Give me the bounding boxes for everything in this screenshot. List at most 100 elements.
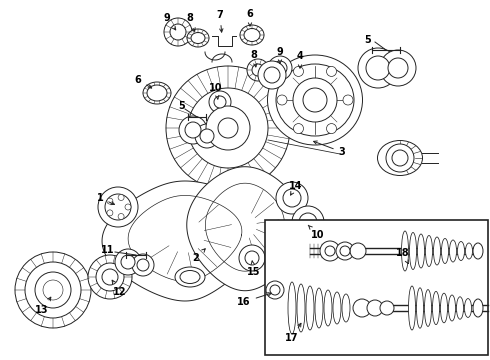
Circle shape: [388, 58, 408, 78]
Circle shape: [245, 251, 259, 265]
Circle shape: [132, 254, 154, 276]
Ellipse shape: [473, 243, 483, 259]
Circle shape: [343, 95, 353, 105]
Text: 6: 6: [135, 75, 152, 88]
Circle shape: [239, 245, 265, 271]
Ellipse shape: [410, 233, 416, 270]
Text: 6: 6: [246, 9, 253, 26]
Circle shape: [105, 194, 131, 220]
Text: 7: 7: [217, 10, 223, 32]
Bar: [265, 220, 488, 355]
Circle shape: [185, 122, 201, 138]
Text: 9: 9: [277, 47, 283, 63]
Circle shape: [268, 56, 292, 80]
Circle shape: [137, 259, 149, 271]
Circle shape: [96, 263, 124, 291]
Ellipse shape: [424, 289, 432, 327]
Circle shape: [299, 213, 317, 231]
Circle shape: [294, 224, 322, 252]
Text: 12: 12: [112, 280, 127, 297]
Circle shape: [188, 88, 268, 168]
Circle shape: [326, 123, 337, 134]
Circle shape: [380, 301, 394, 315]
Circle shape: [326, 67, 337, 76]
Ellipse shape: [401, 231, 409, 271]
Text: 9: 9: [164, 13, 176, 30]
Ellipse shape: [297, 284, 305, 332]
Circle shape: [88, 255, 132, 299]
Circle shape: [209, 91, 231, 113]
Ellipse shape: [417, 234, 424, 268]
Circle shape: [277, 95, 287, 105]
Ellipse shape: [288, 282, 296, 334]
Circle shape: [164, 18, 192, 46]
Text: 17: 17: [285, 323, 301, 343]
Ellipse shape: [333, 292, 341, 324]
Text: 2: 2: [193, 249, 205, 263]
Ellipse shape: [425, 235, 433, 266]
Circle shape: [206, 106, 250, 150]
Text: 18: 18: [396, 248, 410, 264]
Text: 8: 8: [187, 13, 195, 31]
Text: 1: 1: [97, 193, 115, 204]
Ellipse shape: [143, 82, 171, 104]
Circle shape: [392, 150, 408, 166]
Circle shape: [320, 241, 340, 261]
Text: 8: 8: [250, 50, 257, 67]
Circle shape: [367, 300, 383, 316]
Circle shape: [386, 144, 414, 172]
Ellipse shape: [315, 288, 323, 328]
Circle shape: [115, 249, 141, 275]
Ellipse shape: [409, 286, 416, 330]
Circle shape: [300, 230, 316, 246]
Ellipse shape: [434, 237, 441, 265]
Circle shape: [166, 66, 290, 190]
Text: 10: 10: [209, 83, 223, 99]
Text: 3: 3: [314, 141, 345, 157]
Circle shape: [340, 246, 350, 256]
Circle shape: [200, 129, 214, 143]
Circle shape: [325, 246, 335, 256]
Ellipse shape: [276, 64, 354, 136]
Circle shape: [283, 189, 301, 207]
Text: 4: 4: [296, 51, 303, 68]
Ellipse shape: [187, 29, 209, 47]
Ellipse shape: [244, 28, 260, 41]
Circle shape: [266, 281, 284, 299]
Circle shape: [258, 61, 286, 89]
Circle shape: [353, 299, 371, 317]
Circle shape: [252, 64, 264, 76]
Polygon shape: [187, 167, 303, 291]
Ellipse shape: [466, 243, 472, 259]
Ellipse shape: [342, 294, 350, 322]
Ellipse shape: [416, 288, 423, 328]
Text: 13: 13: [35, 297, 51, 315]
Circle shape: [294, 67, 303, 76]
Ellipse shape: [449, 240, 457, 262]
Circle shape: [170, 24, 186, 40]
Text: 15: 15: [247, 261, 261, 277]
Ellipse shape: [147, 85, 167, 101]
Circle shape: [336, 242, 354, 260]
Circle shape: [107, 198, 113, 204]
Ellipse shape: [458, 242, 465, 261]
Ellipse shape: [180, 270, 200, 284]
Ellipse shape: [441, 238, 448, 264]
Ellipse shape: [268, 55, 363, 145]
Circle shape: [102, 269, 118, 285]
Circle shape: [273, 61, 287, 75]
Ellipse shape: [175, 267, 205, 287]
Circle shape: [366, 56, 390, 80]
Ellipse shape: [191, 32, 205, 44]
Circle shape: [35, 272, 71, 308]
Circle shape: [214, 96, 226, 108]
Ellipse shape: [324, 290, 332, 326]
Ellipse shape: [448, 295, 456, 321]
Circle shape: [270, 285, 280, 295]
Circle shape: [25, 262, 81, 318]
Polygon shape: [102, 181, 268, 301]
Text: 10: 10: [308, 225, 325, 240]
Text: 16: 16: [237, 293, 271, 307]
Text: 5: 5: [365, 35, 371, 45]
Ellipse shape: [240, 25, 264, 45]
